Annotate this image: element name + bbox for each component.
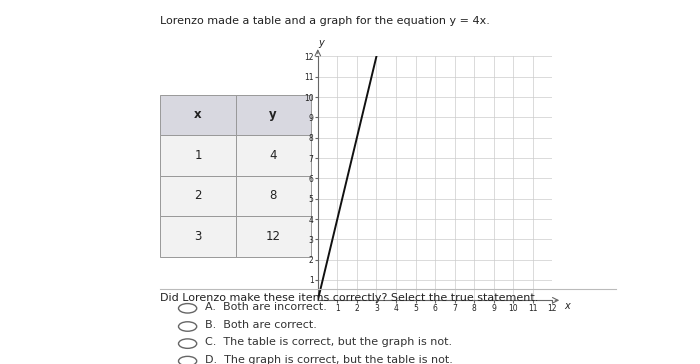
Text: 1: 1 <box>194 149 202 162</box>
Text: D.  The graph is correct, but the table is not.: D. The graph is correct, but the table i… <box>205 355 453 364</box>
Text: 12: 12 <box>266 230 281 243</box>
Text: 4: 4 <box>270 149 277 162</box>
Text: A.  Both are incorrect.: A. Both are incorrect. <box>205 302 327 312</box>
Bar <box>160 175 235 216</box>
Text: x: x <box>194 108 202 121</box>
Text: Did Lorenzo make these items correctly? Select the true statement.: Did Lorenzo make these items correctly? … <box>160 293 538 303</box>
Bar <box>160 135 235 175</box>
Bar <box>160 216 235 257</box>
Text: 3: 3 <box>194 230 202 243</box>
Text: x: x <box>564 301 570 311</box>
Bar <box>235 95 311 135</box>
Bar <box>160 95 235 135</box>
Text: C.  The table is correct, but the graph is not.: C. The table is correct, but the graph i… <box>205 337 452 347</box>
Text: y: y <box>318 38 323 48</box>
Bar <box>235 216 311 257</box>
Text: Lorenzo made a table and a graph for the equation y = 4x.: Lorenzo made a table and a graph for the… <box>160 16 489 26</box>
Text: 8: 8 <box>270 189 277 202</box>
Bar <box>235 175 311 216</box>
Text: y: y <box>270 108 277 121</box>
Bar <box>235 135 311 175</box>
Text: 2: 2 <box>194 189 202 202</box>
Text: B.  Both are correct.: B. Both are correct. <box>205 320 317 330</box>
